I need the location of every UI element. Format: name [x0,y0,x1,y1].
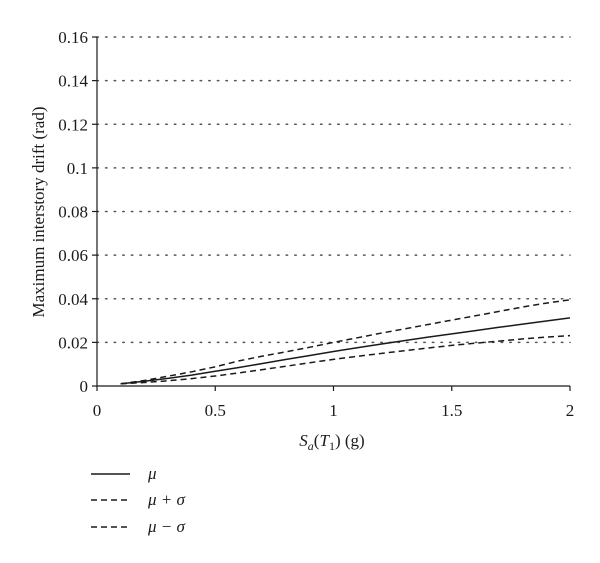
x-axis-title-paren-close: ) [335,431,341,450]
x-axis-title-t: T [319,431,330,450]
y-tick-label: 0.14 [58,72,88,91]
y-tick-labels: 0 0.02 0.04 0.06 0.08 0.1 0.12 0.14 0.16 [58,28,88,396]
x-tick-label: 0 [93,401,102,420]
x-axis-title-paren-open: ( [314,431,320,450]
y-axis-title: Maximum interstory drift (rad) [29,106,48,317]
axes [92,36,571,391]
series-line-mean-minus-sigma [120,334,571,385]
series-line-mean-plus-sigma [120,299,571,385]
series-line-mean [120,317,571,385]
x-tick-label: 0.5 [205,401,226,420]
y-tick-label: 0.04 [58,290,88,309]
legend-item-mean: μ [91,464,157,483]
x-tick-label: 1.5 [441,401,462,420]
x-axis-title-sub-1: 1 [329,439,335,453]
y-tick-label: 0.12 [58,115,88,134]
y-tick-label: 0 [80,377,89,396]
y-tick-label: 0.02 [58,333,88,352]
x-axis-title-sub-a: a [308,439,314,453]
x-axis-title-unit: (g) [341,431,365,450]
legend-label-mean-plus-sigma: μ + σ [147,490,186,509]
legend-item-mean-minus-sigma: μ − σ [91,517,186,536]
x-axis-title: Sa(T1) (g) [299,431,364,453]
x-axis-title-s: S [299,431,308,450]
y-tick-label: 0.1 [67,159,88,178]
legend-label-mean-minus-sigma: μ − σ [147,517,186,536]
legend: μ μ + σ μ − σ [91,464,186,536]
gridlines [96,36,571,344]
y-tick-label: 0.16 [58,28,88,47]
y-tick-label: 0.06 [58,246,88,265]
y-tick-label: 0.08 [58,203,88,222]
series-lines [120,299,571,385]
x-tick-label: 2 [566,401,575,420]
legend-item-mean-plus-sigma: μ + σ [91,490,186,509]
legend-label-mean: μ [147,464,157,483]
x-tick-labels: 0 0.5 1 1.5 2 [93,401,575,420]
x-tick-label: 1 [329,401,338,420]
